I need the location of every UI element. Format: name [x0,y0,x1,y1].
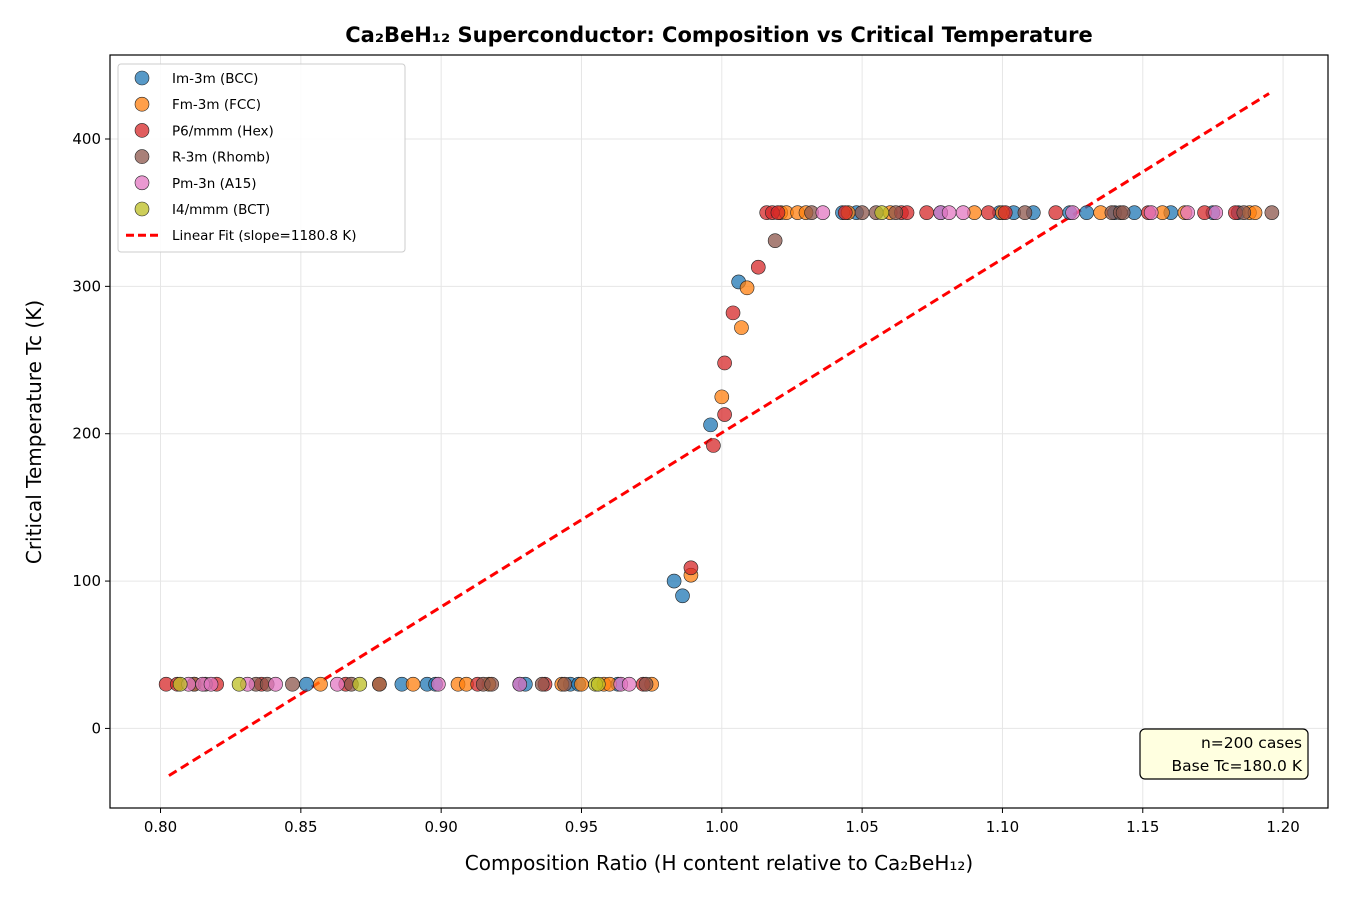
y-axis-label: Critical Temperature Tc (K) [22,300,46,564]
chart-title: Ca₂BeH₁₂ Superconductor: Composition vs … [345,23,1093,47]
data-point-series-4 [203,676,219,692]
legend-label: I4/mmm (BCT) [172,202,270,218]
data-point-series-3 [484,676,499,692]
data-point-series-4 [1180,205,1195,220]
data-point-series-3 [372,676,387,692]
data-point-series-4 [1208,205,1224,220]
y-tick-label: 100 [72,572,101,590]
data-point-series-4 [268,676,283,692]
legend-marker [134,96,150,112]
legend: Im-3m (BCC) Fm-3m (FCC) P6/mmm (Hex) R-3m (… [117,63,406,253]
data-point-series-2 [706,438,721,453]
data-point-series-3 [888,205,904,220]
legend-marker [134,201,150,217]
data-point-series-5 [231,676,247,692]
x-tick-label: 0.95 [565,818,598,836]
x-tick-label: 1.15 [1126,818,1159,836]
data-point-series-0 [1079,205,1094,220]
x-tick-label: 0.90 [424,818,457,836]
grid [110,55,1328,808]
plot-frame [109,54,1329,809]
data-point-series-5 [591,676,606,692]
data-point-series-2 [717,355,732,371]
legend-marker [134,175,150,191]
data-point-series-3 [557,676,572,692]
data-points [158,205,1280,692]
data-point-series-2 [770,205,786,220]
legend-marker [134,149,150,164]
data-point-series-5 [874,205,890,220]
data-point-series-3 [285,676,300,692]
y-tick-label: 300 [72,277,101,295]
data-point-series-0 [299,676,314,692]
y-tick-label: 0 [91,719,101,737]
y-tick-label: 400 [72,130,101,148]
data-point-series-2 [981,205,996,220]
data-point-series-4 [1143,205,1159,220]
data-point-series-2 [997,205,1013,220]
data-point-series-2 [837,205,853,220]
data-point-series-2 [683,560,699,576]
data-point-series-4 [512,676,528,692]
data-point-series-2 [750,259,766,275]
data-point-series-3 [767,233,783,248]
x-tick-label: 1.10 [986,818,1019,836]
legend-marker [134,123,150,138]
data-point-series-3 [1264,205,1280,220]
data-point-series-1 [405,676,421,692]
x-axis-label: Composition Ratio (H content relative to… [465,851,973,875]
annotation-count: n=200 cases [1201,734,1302,752]
data-point-series-4 [941,205,957,220]
data-point-series-1 [739,280,755,296]
data-point-series-5 [352,676,368,692]
legend-label: P6/mmm (Hex) [172,123,274,139]
legend-label: R-3m (Rhomb) [172,150,270,166]
data-point-series-1 [574,676,589,692]
data-point-series-2 [717,407,732,422]
data-point-series-4 [815,205,831,220]
data-point-series-3 [1017,205,1033,220]
data-point-series-4 [330,676,345,692]
data-point-series-1 [313,676,328,692]
data-point-series-3 [854,205,870,220]
data-point-series-2 [725,305,741,321]
legend-label: Linear Fit (slope=1180.8 K) [172,228,357,244]
data-point-series-0 [666,573,682,589]
annotation-box: n=200 cases Base Tc=180.0 K [1139,728,1309,780]
x-tick-label: 1.05 [845,818,878,836]
legend-label: Pm-3n (A15) [172,176,257,192]
data-point-series-4 [621,676,637,692]
data-point-series-3 [534,676,550,692]
data-point-series-3 [638,676,654,692]
data-point-series-3 [1236,205,1252,220]
axis-ticks: 0.80 0.85 0.90 0.95 1.00 1.05 1.10 1.15 1.20 0 100… [72,130,1299,836]
x-tick-label: 1.00 [705,818,738,836]
data-point-series-1 [714,389,730,405]
data-point-series-4 [955,205,971,220]
legend-label: Fm-3m (FCC) [172,97,261,113]
data-point-series-2 [919,205,934,220]
data-point-series-5 [172,676,188,692]
legend-box [117,63,406,253]
data-point-series-1 [734,320,749,335]
x-tick-label: 0.85 [284,818,317,836]
x-tick-label: 1.20 [1266,818,1299,836]
x-tick-label: 0.80 [144,818,177,836]
data-point-series-2 [1048,205,1064,220]
data-point-series-0 [675,588,690,604]
annotation-base-tc: Base Tc=180.0 K [1172,757,1303,775]
data-point-series-0 [703,417,718,433]
data-point-series-4 [1065,205,1080,220]
data-point-series-4 [431,676,446,692]
data-point-series-3 [1115,205,1131,220]
legend-marker [134,70,150,86]
legend-label: Im-3m (BCC) [172,71,258,87]
y-tick-label: 200 [72,425,101,443]
